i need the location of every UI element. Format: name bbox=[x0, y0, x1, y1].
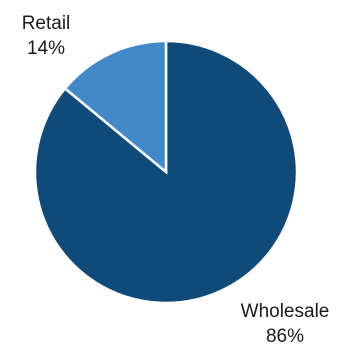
retail-percent: 14% bbox=[27, 38, 65, 59]
retail-label: Retail bbox=[22, 13, 71, 34]
wholesale-percent: 86% bbox=[266, 326, 304, 345]
pie-slice-retail bbox=[63, 39, 168, 175]
pie-slices bbox=[33, 39, 299, 305]
wholesale-label: Wholesale bbox=[241, 301, 330, 322]
